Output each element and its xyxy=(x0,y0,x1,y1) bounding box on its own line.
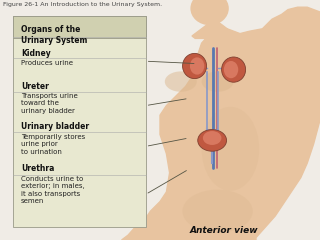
Bar xyxy=(13,16,146,38)
Text: Kidney: Kidney xyxy=(21,49,51,58)
Polygon shape xyxy=(192,19,227,38)
Text: Urethra: Urethra xyxy=(21,164,54,173)
Ellipse shape xyxy=(202,72,234,92)
Ellipse shape xyxy=(198,130,227,151)
Ellipse shape xyxy=(190,57,204,75)
Ellipse shape xyxy=(190,0,229,25)
Text: Anterior view: Anterior view xyxy=(190,226,258,235)
Text: Figure 26-1 An Introduction to the Urinary System.: Figure 26-1 An Introduction to the Urina… xyxy=(3,2,162,7)
Ellipse shape xyxy=(202,107,259,191)
Text: Conducts urine to
exterior; in males,
it also transports
semen: Conducts urine to exterior; in males, it… xyxy=(21,176,84,204)
Polygon shape xyxy=(122,7,320,240)
Text: Organs of the
Urinary System: Organs of the Urinary System xyxy=(21,25,87,45)
Text: Transports urine
toward the
urinary bladder: Transports urine toward the urinary blad… xyxy=(21,93,77,114)
Ellipse shape xyxy=(182,190,253,233)
Ellipse shape xyxy=(182,54,207,79)
Text: Ureter: Ureter xyxy=(21,82,49,90)
Ellipse shape xyxy=(224,61,238,78)
Ellipse shape xyxy=(165,72,197,92)
Ellipse shape xyxy=(221,57,246,82)
Bar xyxy=(13,16,146,227)
Text: Urinary bladder: Urinary bladder xyxy=(21,122,89,132)
Text: Temporarily stores
urine prior
to urination: Temporarily stores urine prior to urinat… xyxy=(21,134,85,155)
Text: Produces urine: Produces urine xyxy=(21,60,73,66)
Ellipse shape xyxy=(203,131,221,145)
